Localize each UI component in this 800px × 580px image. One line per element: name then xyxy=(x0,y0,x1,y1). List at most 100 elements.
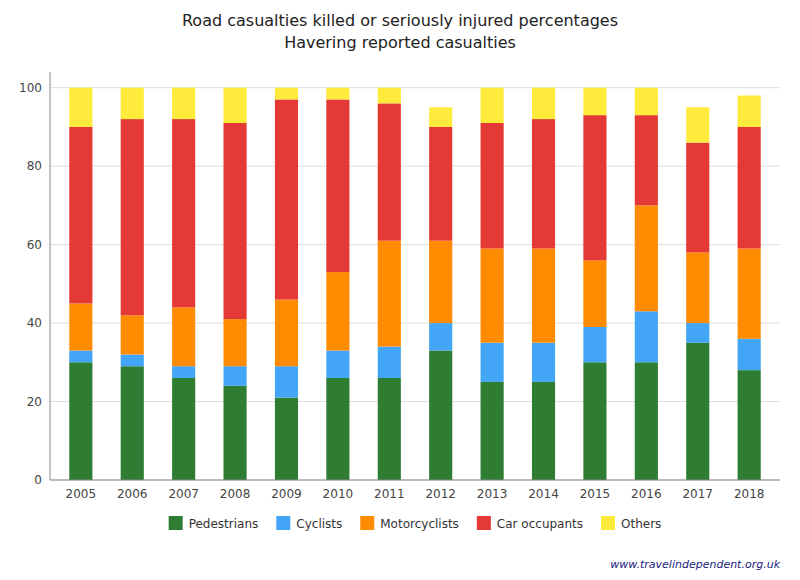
bar-segment xyxy=(172,88,195,119)
bar-segment xyxy=(69,362,92,480)
bar-segment xyxy=(583,88,606,115)
x-tick-label: 2014 xyxy=(528,487,559,501)
bar-segment xyxy=(172,307,195,366)
y-tick-label: 0 xyxy=(34,473,42,487)
bar-segment xyxy=(378,378,401,480)
legend-label: Others xyxy=(621,517,661,531)
bar-segment xyxy=(326,99,349,272)
legend: Pedestrians Cyclists Motorcyclists Car occu… xyxy=(169,516,662,531)
bar-segment xyxy=(121,119,144,315)
bar-segment xyxy=(738,370,761,480)
bar-segment xyxy=(429,323,452,350)
bar-segment xyxy=(583,260,606,327)
bar-segment xyxy=(326,351,349,378)
bar-segment xyxy=(686,107,709,142)
bar-segment xyxy=(686,323,709,343)
bar-segment xyxy=(275,88,298,100)
y-tick-label: 60 xyxy=(27,238,42,252)
chart: Road casualties killed or seriously inju… xyxy=(0,0,800,580)
bar-segment xyxy=(532,382,555,480)
bar-segment xyxy=(172,119,195,307)
bar-segment xyxy=(224,319,247,366)
grid-line xyxy=(50,401,780,402)
bar-segment xyxy=(224,366,247,386)
legend-swatch xyxy=(276,516,290,530)
bar-segment xyxy=(635,311,658,362)
x-tick-label: 2009 xyxy=(271,487,302,501)
x-tick-label: 2018 xyxy=(734,487,765,501)
legend-swatch xyxy=(169,516,183,530)
bar-segment xyxy=(481,88,504,123)
bar-segment xyxy=(532,249,555,343)
bar-segment xyxy=(738,249,761,339)
x-tick-label: 2015 xyxy=(580,487,611,501)
grid-line xyxy=(50,166,780,167)
bar-segment xyxy=(275,300,298,367)
bar-segment xyxy=(481,123,504,249)
grid-line xyxy=(50,323,780,324)
x-tick-label: 2005 xyxy=(66,487,97,501)
bar-segment xyxy=(69,127,92,304)
legend-label: Cyclists xyxy=(296,517,342,531)
bar-segment xyxy=(172,378,195,480)
bar-segment xyxy=(429,241,452,323)
legend-label: Pedestrians xyxy=(189,517,259,531)
legend-swatch xyxy=(601,516,615,530)
bar-segment xyxy=(378,88,401,104)
bar-segment xyxy=(686,143,709,253)
grid-line xyxy=(50,87,780,88)
bar-segment xyxy=(583,115,606,260)
bar-segment xyxy=(224,123,247,319)
bar-segment xyxy=(738,127,761,249)
x-tick-label: 2013 xyxy=(477,487,508,501)
bar-segment xyxy=(481,343,504,382)
bar-segment xyxy=(69,351,92,363)
bar-segment xyxy=(275,366,298,397)
bar-segment xyxy=(224,88,247,123)
bar-segment xyxy=(121,88,144,119)
bar-segment xyxy=(378,103,401,240)
bar-segment xyxy=(121,354,144,366)
grid-line xyxy=(50,244,780,245)
bar-segment xyxy=(635,205,658,311)
title: Road casualties killed or seriously inju… xyxy=(182,11,618,30)
bar-segment xyxy=(378,241,401,347)
legend-label: Car occupants xyxy=(497,517,583,531)
y-tick-label: 100 xyxy=(19,81,42,95)
bar-segment xyxy=(275,398,298,480)
bar-segment xyxy=(429,107,452,127)
legend-swatch xyxy=(477,516,491,530)
bar-segment xyxy=(481,249,504,343)
bar-segment xyxy=(326,378,349,480)
subtitle: Havering reported casualties xyxy=(284,33,516,52)
grid xyxy=(50,88,780,480)
grid-line xyxy=(50,480,780,481)
bar-segment xyxy=(635,362,658,480)
legend-label: Motorcyclists xyxy=(380,517,459,531)
bar-segment xyxy=(532,88,555,119)
x-tick-label: 2006 xyxy=(117,487,148,501)
bar-segment xyxy=(378,347,401,378)
x-tick-label: 2007 xyxy=(168,487,199,501)
y-tick-label: 80 xyxy=(27,159,42,173)
bar-segment xyxy=(635,115,658,205)
legend-swatch xyxy=(360,516,374,530)
bar-segment xyxy=(172,366,195,378)
bar-segment xyxy=(635,88,658,115)
bar-segment xyxy=(686,343,709,480)
bar-segment xyxy=(481,382,504,480)
bar-segment xyxy=(583,362,606,480)
annotation: www.travelindependent.org.uk xyxy=(610,558,780,571)
y-axis-line xyxy=(50,72,51,480)
bar-segment xyxy=(738,339,761,370)
x-axis-line xyxy=(50,480,780,481)
x-tick-label: 2010 xyxy=(323,487,354,501)
bar-segment xyxy=(224,386,247,480)
x-tick-label: 2012 xyxy=(425,487,456,501)
bar-segment xyxy=(738,96,761,127)
x-tick-label: 2017 xyxy=(682,487,713,501)
bar-segment xyxy=(69,303,92,350)
x-tick-label: 2008 xyxy=(220,487,251,501)
bar-segment xyxy=(275,99,298,299)
bar-segment xyxy=(429,127,452,241)
